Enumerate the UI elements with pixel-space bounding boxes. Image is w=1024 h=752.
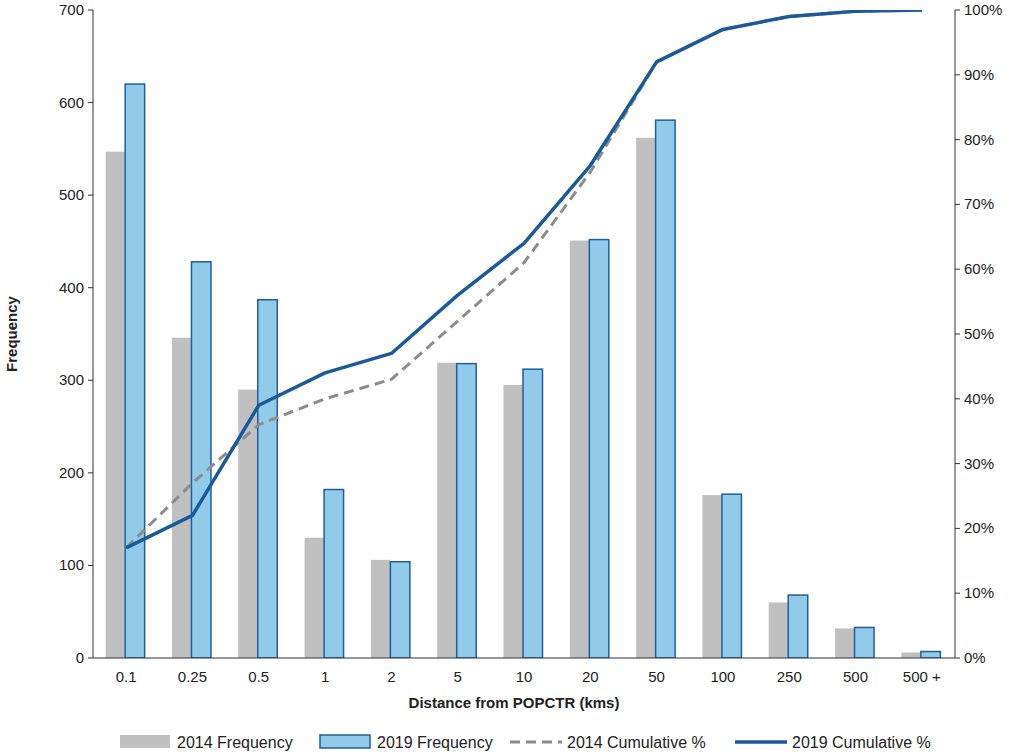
bar	[371, 560, 391, 658]
y2-tick-label: 60%	[964, 260, 994, 277]
bar	[656, 120, 676, 658]
x-tick-label: 10	[516, 668, 533, 685]
x-axis-title: Distance from POPCTR (kms)	[409, 694, 620, 711]
y-tick	[88, 565, 93, 566]
y2-tick-label: 0%	[964, 649, 986, 666]
chart: 0 100 200 300 400 500 600 700 0% 10% 20% 30% 40% 50% 6…	[0, 0, 1024, 752]
y-tick-label: 700	[59, 1, 84, 18]
legend-key	[735, 740, 787, 744]
y-tick-label: 0	[76, 649, 84, 666]
y-tick	[88, 10, 93, 11]
x-tick-label: 500 +	[903, 668, 941, 685]
y2-tick-label: 50%	[964, 325, 994, 342]
x-axis	[93, 658, 955, 659]
bar	[589, 240, 609, 658]
x-tick-label: 250	[777, 668, 802, 685]
y-tick	[88, 380, 93, 381]
bar	[636, 138, 656, 658]
legend-label: 2014 Frequency	[177, 734, 293, 751]
y-tick	[88, 195, 93, 196]
y2-tick-label: 80%	[964, 131, 994, 148]
line	[126, 10, 922, 548]
y2-tick-label: 30%	[964, 455, 994, 472]
y-tick-label: 100	[59, 556, 84, 573]
bar	[390, 562, 410, 658]
x-tick-label: 0.5	[248, 668, 269, 685]
x-tick-label: 50	[648, 668, 665, 685]
legend-label: 2019 Frequency	[377, 734, 493, 751]
line	[126, 10, 922, 548]
y2-tick-label: 40%	[964, 390, 994, 407]
bar	[305, 538, 325, 658]
bar	[769, 602, 789, 658]
bar	[172, 338, 192, 658]
x-tick-label: 0.1	[116, 668, 137, 685]
bar	[523, 369, 543, 658]
plot-marks	[106, 10, 941, 658]
bar	[238, 390, 258, 658]
y-tick-label: 400	[59, 279, 84, 296]
bar	[324, 490, 344, 658]
bar	[702, 495, 722, 658]
y2-tick-label: 20%	[964, 519, 994, 536]
bar	[921, 652, 941, 658]
y2-tick	[955, 74, 960, 75]
y2-tick	[955, 204, 960, 205]
y-tick	[88, 472, 93, 473]
legend-key	[120, 735, 170, 748]
y2-tick-label: 70%	[964, 195, 994, 212]
y-tick-label: 300	[59, 371, 84, 388]
y2-tick	[955, 269, 960, 270]
legend-key	[320, 735, 370, 748]
y2-tick	[955, 334, 960, 335]
bar	[106, 152, 126, 658]
y-tick	[88, 658, 93, 659]
bar	[457, 364, 477, 658]
y-axis	[93, 10, 94, 658]
y2-tick	[955, 593, 960, 594]
legend-label: 2014 Cumulative %	[567, 734, 706, 751]
x-tick-label: 20	[582, 668, 599, 685]
y2-tick-label: 100%	[964, 1, 1002, 18]
legend-key	[510, 741, 562, 744]
bar	[258, 300, 278, 658]
bar	[437, 363, 457, 658]
y2-tick	[955, 139, 960, 140]
x-tick-label: 0.25	[178, 668, 207, 685]
y2-tick	[955, 658, 960, 659]
x-tick-label: 1	[321, 668, 329, 685]
x-tick-label: 5	[454, 668, 462, 685]
y2-tick-label: 90%	[964, 66, 994, 83]
bar	[191, 262, 211, 658]
bar	[125, 84, 144, 658]
y-tick	[88, 287, 93, 288]
bar	[788, 595, 808, 658]
legend-label: 2019 Cumulative %	[792, 734, 931, 751]
bar	[901, 652, 921, 658]
x-tick-label: 2	[387, 668, 395, 685]
y-tick-label: 600	[59, 94, 84, 111]
y2-tick-label: 10%	[964, 584, 994, 601]
y2-tick	[955, 398, 960, 399]
bar	[855, 627, 875, 658]
x-tick-label: 500	[843, 668, 868, 685]
bar	[722, 494, 742, 658]
x-tick-label: 100	[710, 668, 735, 685]
bar	[504, 385, 524, 658]
y-tick-label: 200	[59, 464, 84, 481]
y2-tick	[955, 10, 960, 11]
y-tick-label: 500	[59, 186, 84, 203]
y2-tick	[955, 528, 960, 529]
y2-tick	[955, 463, 960, 464]
y-tick	[88, 102, 93, 103]
y-axis-title: Frequency	[3, 295, 20, 372]
bar	[570, 241, 590, 658]
bar	[835, 628, 855, 658]
